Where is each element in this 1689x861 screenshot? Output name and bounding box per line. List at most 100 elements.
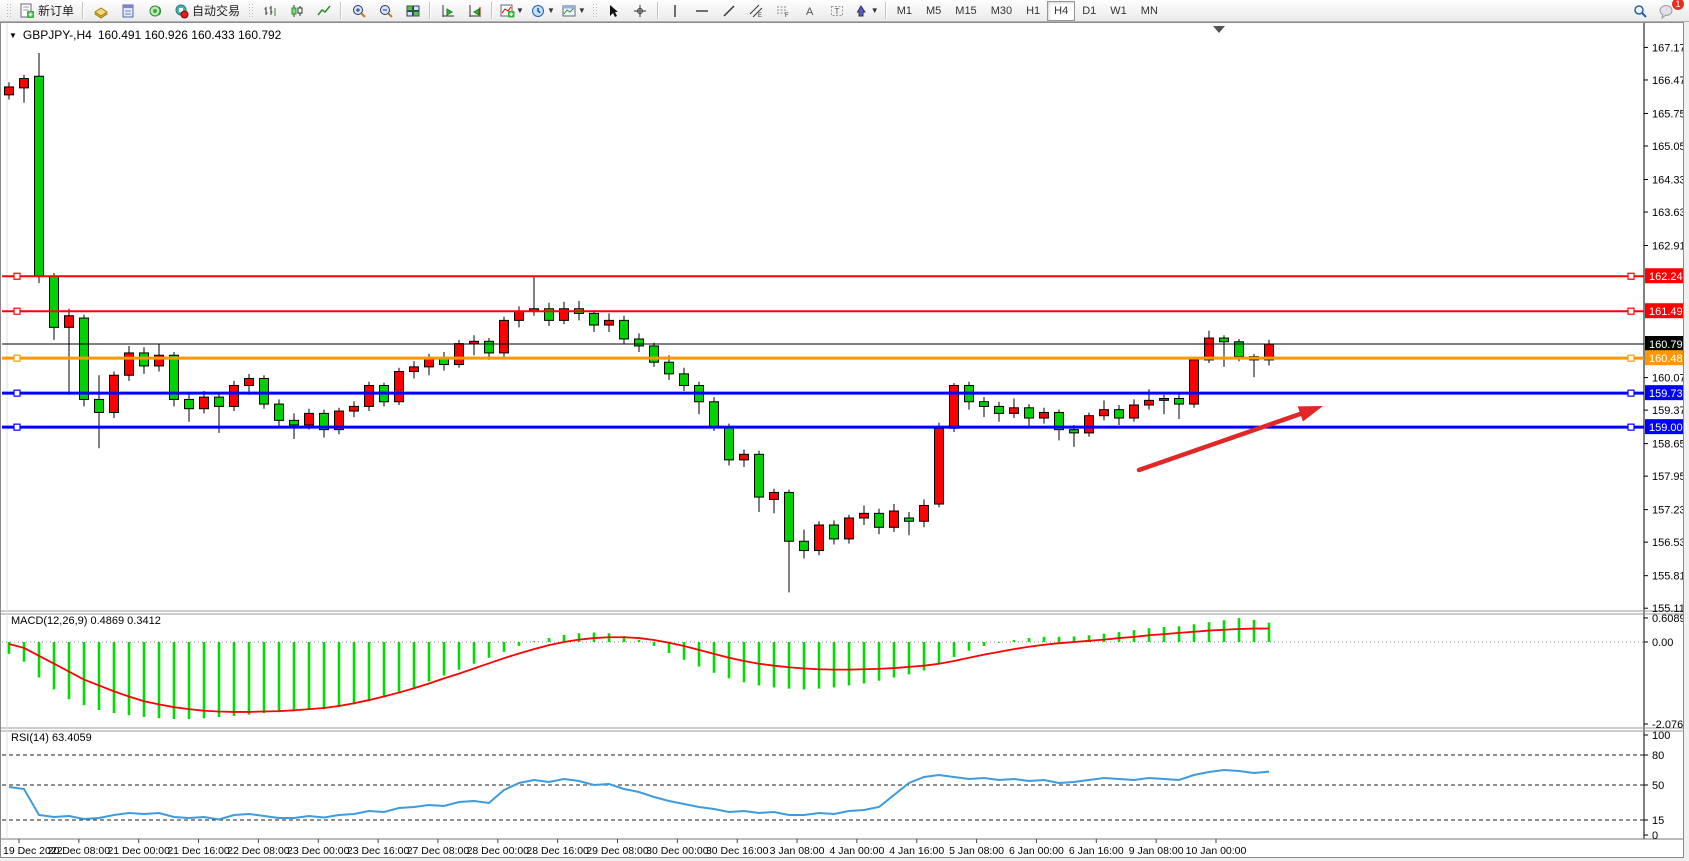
timeframe-M1[interactable]: M1 bbox=[896, 4, 912, 17]
candle bbox=[949, 383, 959, 432]
horizontal-line-button[interactable] bbox=[689, 0, 716, 22]
timeframe-H1[interactable]: H1 bbox=[1026, 4, 1041, 17]
candle bbox=[814, 521, 824, 556]
hline-162.249[interactable] bbox=[2, 272, 1644, 280]
cursor-icon bbox=[610, 4, 619, 17]
text-label-button[interactable]: T bbox=[824, 0, 851, 22]
rsi-line bbox=[8, 768, 1270, 821]
chart-shift-marker-icon[interactable] bbox=[1213, 26, 1225, 33]
candlestick-chart-icon bbox=[291, 4, 303, 17]
crosshair-button[interactable] bbox=[627, 0, 654, 22]
templates-button[interactable]: ▼ bbox=[558, 0, 589, 22]
cursor-button[interactable] bbox=[600, 0, 627, 22]
fibonacci-button[interactable]: F bbox=[770, 0, 797, 22]
channel-button[interactable]: E bbox=[743, 0, 770, 22]
candle bbox=[604, 313, 614, 333]
hline-161.497[interactable] bbox=[2, 307, 1644, 315]
price-badge-160.792: 160.792 bbox=[1645, 336, 1683, 351]
price-chart-canvas[interactable]: 167.170 166.470 165.750 165.050 164.330 163.6… bbox=[1, 23, 1683, 857]
price-tick-label: 159.370 bbox=[1652, 405, 1683, 417]
candle bbox=[1084, 412, 1094, 437]
timeframe-D1[interactable]: D1 bbox=[1082, 4, 1097, 17]
market-watch-button[interactable] bbox=[87, 0, 114, 22]
tile-windows-icon bbox=[406, 5, 420, 16]
candle bbox=[229, 380, 239, 412]
candle bbox=[649, 342, 659, 367]
timeframe-M30[interactable]: M30 bbox=[990, 4, 1013, 17]
fibonacci-icon: F bbox=[777, 6, 789, 19]
time-tick-label: 10 Jan 00:00 bbox=[1186, 845, 1247, 857]
candle bbox=[859, 505, 869, 525]
candle bbox=[1054, 409, 1064, 441]
candle bbox=[559, 301, 569, 325]
macd-histogram bbox=[7, 617, 1271, 720]
macd-axis-label: 0.6089 bbox=[1652, 613, 1683, 625]
candle bbox=[484, 338, 494, 360]
timeframe-M5[interactable]: M5 bbox=[926, 4, 942, 17]
indicators-icon bbox=[500, 4, 515, 17]
candle bbox=[1009, 398, 1019, 419]
vertical-line-button[interactable] bbox=[662, 0, 689, 22]
rsi-axis-label: 15 bbox=[1652, 815, 1664, 827]
timeframe-M15[interactable]: M15 bbox=[955, 4, 977, 17]
chart-shift-button[interactable] bbox=[461, 0, 488, 22]
search-button[interactable] bbox=[1626, 0, 1653, 22]
timeframe-MN[interactable]: MN bbox=[1140, 4, 1158, 17]
candle bbox=[754, 450, 764, 512]
time-tick-label: 19 Dec 2022 bbox=[3, 845, 63, 857]
indicators-button[interactable]: ▼ bbox=[496, 0, 527, 22]
time-tick-label: 30 Dec 00:00 bbox=[646, 845, 709, 857]
chart-ohlc-values: 160.491 160.926 160.433 160.792 bbox=[97, 28, 282, 42]
candlestick-chart-button[interactable] bbox=[283, 0, 310, 22]
new-order-button[interactable]: 新订单 bbox=[14, 0, 79, 22]
candle bbox=[994, 401, 1004, 422]
candle bbox=[499, 316, 509, 357]
arrows-shapes-button[interactable]: ▼ bbox=[851, 0, 882, 22]
hline-160.487[interactable] bbox=[2, 354, 1644, 362]
price-axis[interactable]: 167.170 166.470 165.750 165.050 164.330 163.6… bbox=[1644, 42, 1683, 842]
chart-title: ▼ GBPJPY-,H4 160.491 160.926 160.433 160… bbox=[9, 28, 281, 42]
toolbar-grip[interactable] bbox=[6, 2, 11, 19]
time-tick-label: 30 Dec 16:00 bbox=[706, 845, 769, 857]
zoom-in-button[interactable] bbox=[345, 0, 372, 22]
bar-chart-button[interactable] bbox=[256, 0, 283, 22]
candle bbox=[844, 514, 854, 544]
time-tick-label: 21 Dec 16:00 bbox=[167, 845, 230, 857]
hline-159.735[interactable] bbox=[2, 389, 1644, 397]
price-badge-160.487: 160.487 bbox=[1645, 350, 1683, 366]
line-chart-button[interactable] bbox=[310, 0, 337, 22]
trend-arrow[interactable] bbox=[1136, 406, 1323, 473]
rsi-axis-label: 80 bbox=[1652, 750, 1664, 762]
svg-text:A: A bbox=[806, 6, 814, 18]
price-badge-159.004: 159.004 bbox=[1645, 419, 1683, 435]
toolbar-grip[interactable] bbox=[248, 2, 254, 19]
search-icon bbox=[1633, 4, 1647, 18]
candle bbox=[34, 53, 44, 284]
svg-text:160.792: 160.792 bbox=[1649, 339, 1683, 351]
autotrading-button[interactable]: 自动交易 bbox=[168, 0, 245, 22]
auto-scroll-button[interactable] bbox=[434, 0, 461, 22]
timeframe-H4[interactable]: H4 bbox=[1047, 0, 1076, 21]
candle bbox=[349, 401, 359, 418]
data-window-button[interactable] bbox=[114, 0, 141, 22]
price-tick-label: 164.330 bbox=[1652, 174, 1683, 186]
tile-windows-button[interactable] bbox=[399, 0, 426, 22]
navigator-button[interactable] bbox=[141, 0, 168, 22]
bar-chart-icon bbox=[264, 5, 276, 16]
chat-button[interactable]: 1 bbox=[1653, 0, 1685, 22]
time-tick-label: 28 Dec 16:00 bbox=[526, 845, 589, 857]
candle bbox=[979, 397, 989, 418]
periods-button[interactable]: ▼ bbox=[527, 0, 558, 22]
timeframe-W1[interactable]: W1 bbox=[1110, 4, 1127, 17]
candle bbox=[274, 399, 284, 429]
collapse-arrow-icon[interactable]: ▼ bbox=[9, 30, 17, 40]
hline-159.004[interactable] bbox=[2, 423, 1644, 431]
zoom-out-button[interactable] bbox=[372, 0, 399, 22]
candle bbox=[94, 375, 104, 449]
candle bbox=[739, 449, 749, 467]
toolbar-grip[interactable] bbox=[591, 2, 597, 19]
text-button[interactable]: A bbox=[797, 0, 824, 22]
trendline-button[interactable] bbox=[716, 0, 743, 22]
crosshair-icon bbox=[634, 4, 647, 17]
